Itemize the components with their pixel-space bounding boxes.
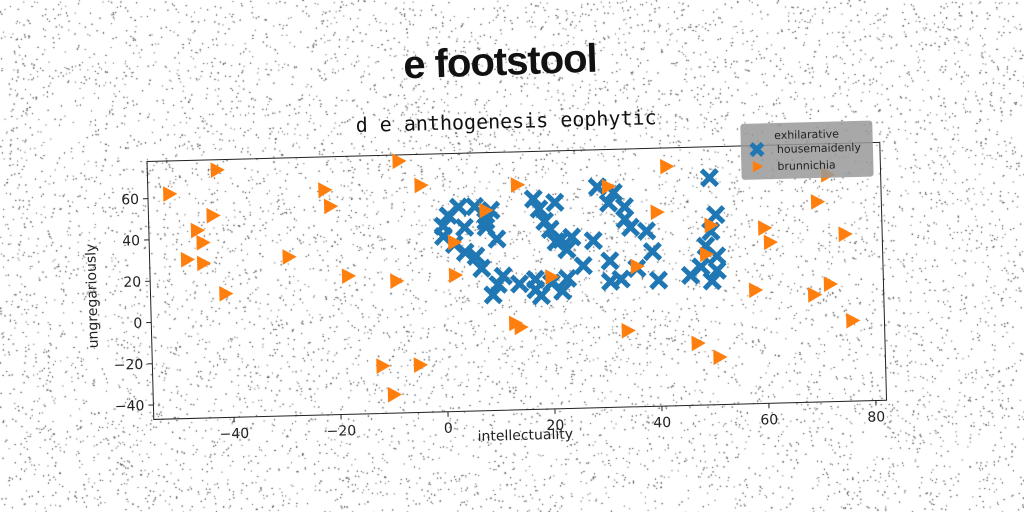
data-point-triangle-marker [211,163,224,177]
legend-entry-label: housemaidenly [777,141,862,156]
data-point-triangle-marker [764,235,777,249]
x-tick-label: 60 [760,412,778,428]
legend-entry-label: brunnichia [777,158,836,173]
y-tick-label: −20 [114,357,144,374]
data-point-x-marker [710,209,722,221]
data-point-triangle-marker [449,268,462,282]
data-point-triangle-marker [197,235,210,249]
data-point-x-marker [591,181,603,193]
data-point-x-marker [577,260,589,272]
data-point-triangle-marker [651,205,664,219]
data-point-x-marker [618,201,630,213]
data-point-triangle-marker [749,283,762,297]
data-point-triangle-marker [511,178,524,192]
data-point-triangle-marker [197,256,210,270]
data-point-triangle-marker [692,336,705,350]
data-points [163,142,861,407]
data-point-x-marker [458,221,470,233]
y-tick-label: 0 [133,316,142,332]
data-point-triangle-marker [207,208,220,222]
data-point-triangle-marker [319,183,332,197]
data-point-x-marker [604,255,616,267]
data-point-x-marker [469,200,481,212]
x-axis-label: intellectuality [477,426,573,444]
y-tick-label: 60 [121,192,139,208]
data-point-triangle-marker [714,350,727,364]
data-point-triangle-marker [377,359,390,373]
data-point-triangle-marker [391,274,404,288]
data-point-x-marker [703,172,715,184]
x-tick-label: −40 [219,426,249,443]
chart-subtitle: d e anthogenesis eophytic [355,105,657,137]
data-point-triangle-marker [191,223,204,237]
y-axis-label: ungregariously [83,243,102,348]
x-tick-label: 0 [444,421,453,437]
data-point-x-marker [587,235,599,247]
data-point-triangle-marker [324,199,337,213]
x-tick-label: −20 [326,423,356,440]
y-tick-label: −40 [115,398,145,415]
x-tick-label: 80 [867,409,885,425]
data-point-triangle-marker [388,387,401,401]
data-point-triangle-marker [164,187,177,201]
data-point-triangle-marker [393,154,406,168]
data-point-triangle-marker [839,227,852,241]
data-point-triangle-marker [622,323,635,337]
data-point-x-marker [549,196,561,208]
data-point-triangle-marker [283,250,296,264]
data-point-x-marker [604,275,616,287]
data-point-triangle-marker [824,277,837,291]
data-point-triangle-marker [181,252,194,266]
y-tick-label: 40 [122,233,140,249]
data-point-triangle-marker [415,178,428,192]
data-point-triangle-marker [808,288,821,302]
data-point-triangle-marker [758,221,771,235]
data-point-triangle-marker [220,286,233,300]
data-point-triangle-marker [342,269,355,283]
data-point-triangle-marker [811,195,824,209]
data-point-x-marker [640,225,652,237]
legend: exhilarative housemaidenly brunnichia [740,121,873,180]
legend-x-marker [753,145,761,153]
data-point-triangle-marker [661,159,674,173]
data-point-x-marker [529,273,541,285]
data-point-x-marker [652,274,664,286]
data-point-triangle-marker [414,358,427,372]
y-axis-ticks: −40 −20 0 20 40 60 [109,192,153,415]
x-tick-label: 40 [653,415,671,431]
data-point-x-marker [646,245,658,257]
data-point-x-marker [513,278,525,290]
data-point-triangle-marker [847,313,860,327]
legend-title: exhilarative [774,127,839,142]
y-tick-label: 20 [123,274,141,290]
data-point-x-marker [711,250,723,262]
